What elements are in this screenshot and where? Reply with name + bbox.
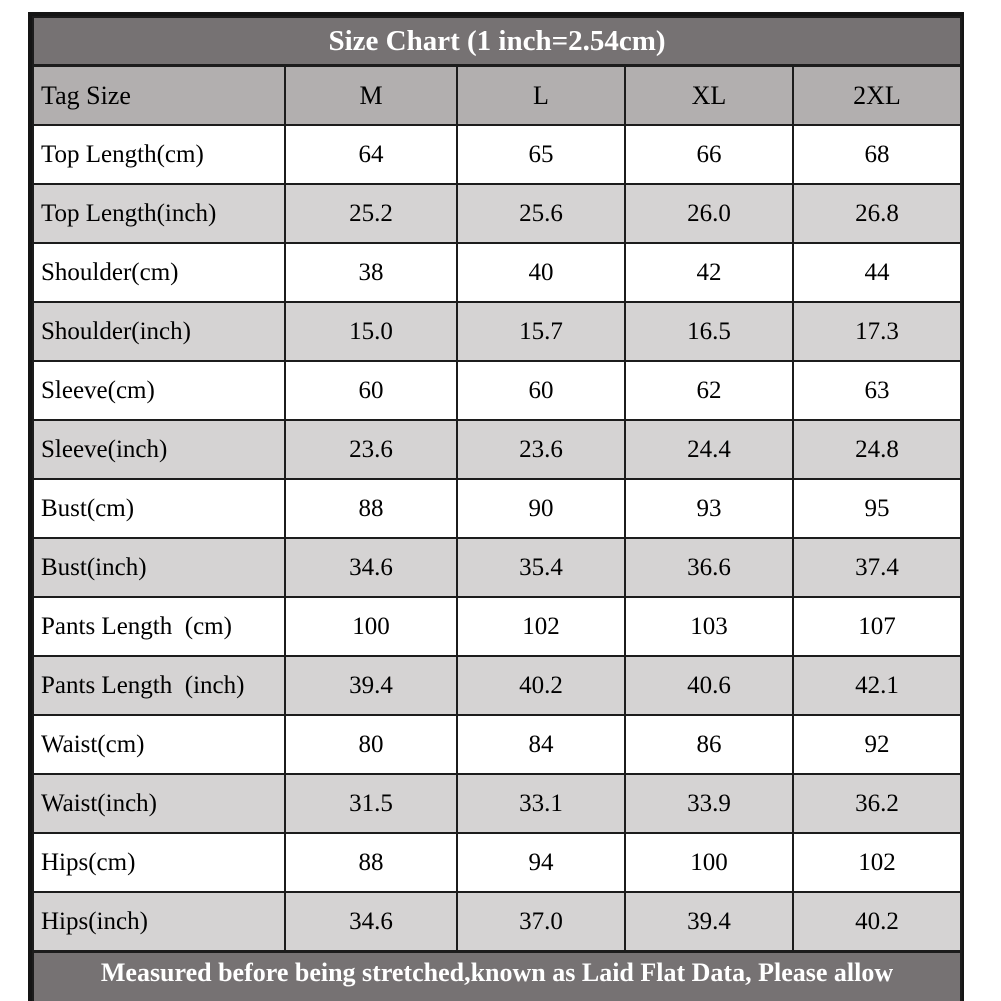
size-value: 40.2 (792, 891, 962, 953)
size-value: 95 (792, 478, 962, 539)
table-row: Waist(inch) 31.5 33.1 33.9 36.2 (32, 773, 962, 834)
row-label: Sleeve(cm) (32, 360, 286, 421)
size-value: 38 (284, 242, 458, 303)
row-label: Waist(inch) (32, 773, 286, 834)
size-value: 35.4 (456, 537, 626, 598)
size-value: 42.1 (792, 655, 962, 716)
size-value: 40.2 (456, 655, 626, 716)
measurement-note-line2: 1~2cm deviation (44, 993, 950, 1001)
size-value: 16.5 (624, 301, 794, 362)
size-value: 25.6 (456, 183, 626, 244)
table-title: Size Chart (1 inch=2.54cm) (32, 16, 962, 67)
row-label: Bust(cm) (32, 478, 286, 539)
size-chart-table: Size Chart (1 inch=2.54cm) Tag Size M L … (28, 12, 964, 1001)
size-value: 102 (456, 596, 626, 657)
column-header-tag-size: Tag Size (32, 64, 286, 126)
row-label: Sleeve(inch) (32, 419, 286, 480)
size-value: 23.6 (284, 419, 458, 480)
size-value: 107 (792, 596, 962, 657)
size-value: 64 (284, 124, 458, 185)
row-label: Hips(inch) (32, 891, 286, 953)
size-value: 24.4 (624, 419, 794, 480)
size-value: 88 (284, 832, 458, 893)
column-header-2xl: 2XL (792, 64, 962, 126)
table-row: Hips(cm) 88 94 100 102 (32, 832, 962, 893)
size-value: 40.6 (624, 655, 794, 716)
size-value: 39.4 (284, 655, 458, 716)
size-value: 26.8 (792, 183, 962, 244)
size-value: 62 (624, 360, 794, 421)
size-value: 23.6 (456, 419, 626, 480)
size-value: 102 (792, 832, 962, 893)
measurement-note-line1: Measured before being stretched,known as… (100, 958, 894, 987)
size-value: 84 (456, 714, 626, 775)
table-row: Top Length(cm) 64 65 66 68 (32, 124, 962, 185)
size-value: 17.3 (792, 301, 962, 362)
size-value: 37.0 (456, 891, 626, 953)
table-title-row: Size Chart (1 inch=2.54cm) (32, 16, 962, 67)
row-label: Shoulder(inch) (32, 301, 286, 362)
measurement-note: Measured before being stretched,known as… (32, 950, 962, 1001)
table-row: Shoulder(inch) 15.0 15.7 16.5 17.3 (32, 301, 962, 362)
row-label: Pants Length (inch) (32, 655, 286, 716)
size-value: 66 (624, 124, 794, 185)
size-value: 88 (284, 478, 458, 539)
size-value: 37.4 (792, 537, 962, 598)
size-value: 90 (456, 478, 626, 539)
row-label: Shoulder(cm) (32, 242, 286, 303)
size-value: 44 (792, 242, 962, 303)
size-value: 68 (792, 124, 962, 185)
column-header-m: M (284, 64, 458, 126)
size-value: 100 (284, 596, 458, 657)
table-row: Pants Length (cm) 100 102 103 107 (32, 596, 962, 657)
table-row: Bust(inch) 34.6 35.4 36.6 37.4 (32, 537, 962, 598)
size-value: 100 (624, 832, 794, 893)
table-row: Sleeve(cm) 60 60 62 63 (32, 360, 962, 421)
size-value: 25.2 (284, 183, 458, 244)
column-header-xl: XL (624, 64, 794, 126)
size-value: 33.9 (624, 773, 794, 834)
size-value: 40 (456, 242, 626, 303)
size-value: 26.0 (624, 183, 794, 244)
size-value: 15.7 (456, 301, 626, 362)
row-label: Hips(cm) (32, 832, 286, 893)
table-row: Pants Length (inch) 39.4 40.2 40.6 42.1 (32, 655, 962, 716)
table-row: Hips(inch) 34.6 37.0 39.4 40.2 (32, 891, 962, 953)
size-value: 34.6 (284, 537, 458, 598)
size-value: 31.5 (284, 773, 458, 834)
size-value: 24.8 (792, 419, 962, 480)
size-value: 80 (284, 714, 458, 775)
size-value: 60 (284, 360, 458, 421)
size-value: 33.1 (456, 773, 626, 834)
row-label: Bust(inch) (32, 537, 286, 598)
table-row: Sleeve(inch) 23.6 23.6 24.4 24.8 (32, 419, 962, 480)
table-row: Top Length(inch) 25.2 25.6 26.0 26.8 (32, 183, 962, 244)
table-row: Waist(cm) 80 84 86 92 (32, 714, 962, 775)
size-value: 36.6 (624, 537, 794, 598)
column-header-row: Tag Size M L XL 2XL (32, 64, 962, 126)
size-value: 60 (456, 360, 626, 421)
size-value: 93 (624, 478, 794, 539)
row-label: Waist(cm) (32, 714, 286, 775)
row-label: Pants Length (cm) (32, 596, 286, 657)
size-value: 86 (624, 714, 794, 775)
measurement-note-row: Measured before being stretched,known as… (32, 950, 962, 1001)
size-value: 42 (624, 242, 794, 303)
row-label: Top Length(inch) (32, 183, 286, 244)
table-row: Bust(cm) 88 90 93 95 (32, 478, 962, 539)
size-value: 103 (624, 596, 794, 657)
size-value: 94 (456, 832, 626, 893)
row-label: Top Length(cm) (32, 124, 286, 185)
size-value: 65 (456, 124, 626, 185)
table-row: Shoulder(cm) 38 40 42 44 (32, 242, 962, 303)
size-value: 15.0 (284, 301, 458, 362)
size-value: 36.2 (792, 773, 962, 834)
size-value: 63 (792, 360, 962, 421)
size-value: 39.4 (624, 891, 794, 953)
size-value: 92 (792, 714, 962, 775)
column-header-l: L (456, 64, 626, 126)
size-value: 34.6 (284, 891, 458, 953)
